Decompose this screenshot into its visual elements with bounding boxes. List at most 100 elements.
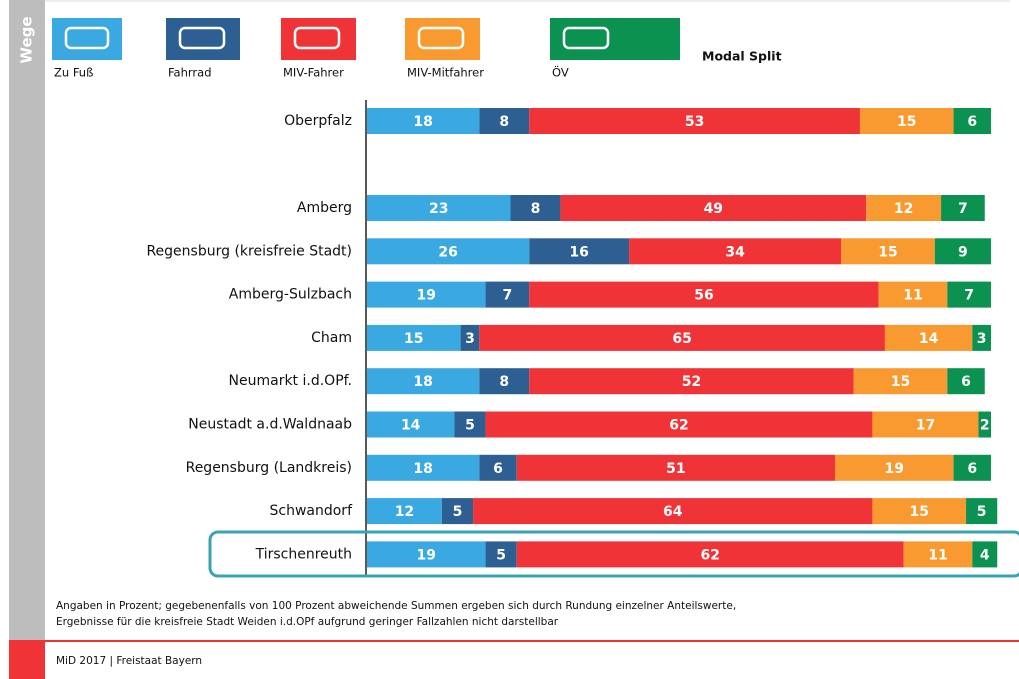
value-label: 18 — [413, 461, 432, 477]
value-label: 19 — [417, 288, 436, 304]
legend-icon — [293, 26, 341, 50]
value-label: 64 — [663, 504, 683, 520]
category-label: Oberpfalz — [284, 113, 352, 129]
value-label: 8 — [531, 201, 541, 217]
value-label: 12 — [395, 504, 414, 520]
bar-segment — [872, 411, 979, 438]
bar-segment — [460, 324, 480, 351]
bar-segment — [529, 281, 879, 308]
value-label: 15 — [909, 504, 928, 520]
bar-segment — [516, 541, 904, 568]
bar-segment — [367, 498, 442, 525]
legend-icon — [178, 26, 226, 50]
value-label: 53 — [685, 114, 704, 130]
bar-segment — [479, 108, 530, 134]
bar-segment — [485, 411, 873, 438]
legend-icon — [64, 26, 110, 50]
value-label: 7 — [503, 288, 513, 304]
value-label: 14 — [401, 418, 421, 434]
bar-segment — [367, 368, 480, 395]
bar-segment — [866, 195, 942, 221]
value-label: 14 — [919, 331, 939, 347]
bar-segment — [835, 454, 954, 481]
bar-segment — [529, 368, 854, 395]
bar-segment — [367, 324, 461, 351]
bar-segment — [485, 281, 530, 308]
value-label: 15 — [891, 374, 910, 390]
category-label: Cham — [311, 330, 352, 346]
bar-segment — [853, 368, 948, 395]
value-label: 49 — [704, 201, 723, 217]
bar-segment — [941, 195, 985, 221]
bar-segment — [934, 238, 991, 265]
legend-swatch — [166, 18, 240, 60]
value-label: 62 — [669, 418, 688, 434]
category-label: Regensburg (Landkreis) — [186, 460, 352, 476]
value-label: 18 — [413, 374, 432, 390]
value-label: 11 — [928, 547, 947, 563]
highlight-box — [208, 530, 1019, 578]
value-label: 17 — [916, 418, 935, 434]
bar-segment — [972, 324, 991, 351]
value-label: 52 — [682, 374, 701, 390]
value-label: 2 — [980, 418, 990, 434]
legend-label: MIV-Fahrer — [283, 66, 344, 80]
bar-segment — [529, 238, 630, 265]
bar-segment — [367, 454, 480, 481]
legend-label: ÖV — [552, 64, 569, 80]
bar-segment — [947, 368, 985, 395]
value-label: 16 — [569, 244, 588, 260]
bar-segment — [367, 238, 530, 265]
bar-segment — [473, 498, 873, 525]
legend-label: Fahrrad — [168, 66, 212, 80]
bar-segment — [966, 498, 998, 525]
bar-segment — [978, 411, 991, 438]
value-label: 3 — [465, 331, 475, 347]
value-label: 4 — [980, 547, 990, 563]
value-label: 6 — [967, 461, 977, 477]
value-label: 3 — [977, 331, 987, 347]
value-label: 15 — [404, 331, 423, 347]
value-label: 6 — [961, 374, 971, 390]
legend-icon — [562, 26, 610, 50]
bar-segment — [479, 368, 530, 395]
bar-segment — [485, 541, 517, 568]
category-label: Amberg — [297, 200, 352, 216]
side-band — [9, 0, 45, 640]
bar-segment — [367, 195, 511, 221]
category-label: Regensburg (kreisfreie Stadt) — [146, 243, 352, 259]
value-label: 11 — [903, 288, 922, 304]
value-label: 5 — [453, 504, 463, 520]
bar-segment — [947, 281, 991, 308]
bar-segment — [479, 324, 885, 351]
bar-segment — [903, 541, 973, 568]
value-label: 7 — [964, 288, 974, 304]
bar-segment — [629, 238, 842, 265]
value-label: 7 — [958, 201, 968, 217]
legend-icon — [417, 26, 465, 50]
value-label: 56 — [694, 288, 713, 304]
side-label: Wege — [18, 16, 36, 63]
value-label: 23 — [429, 201, 448, 217]
bar-segment — [878, 281, 948, 308]
bar-segment — [516, 454, 835, 481]
value-label: 9 — [958, 244, 968, 260]
value-label: 19 — [417, 547, 436, 563]
category-label: Schwandorf — [270, 503, 354, 519]
bar-segment — [953, 108, 991, 134]
bar-segment — [479, 454, 517, 481]
legend-label: Zu Fuß — [54, 66, 93, 80]
value-label: 65 — [672, 331, 691, 347]
bar-segment — [454, 411, 486, 438]
bar-segment — [841, 238, 935, 265]
bar-segment — [953, 454, 991, 481]
bar-segment — [529, 108, 860, 134]
value-label: 5 — [465, 418, 475, 434]
value-label: 8 — [499, 374, 509, 390]
value-label: 15 — [878, 244, 897, 260]
value-label: 51 — [666, 461, 685, 477]
value-label: 5 — [496, 547, 506, 563]
value-label: 6 — [967, 114, 977, 130]
value-label: 26 — [438, 244, 457, 260]
